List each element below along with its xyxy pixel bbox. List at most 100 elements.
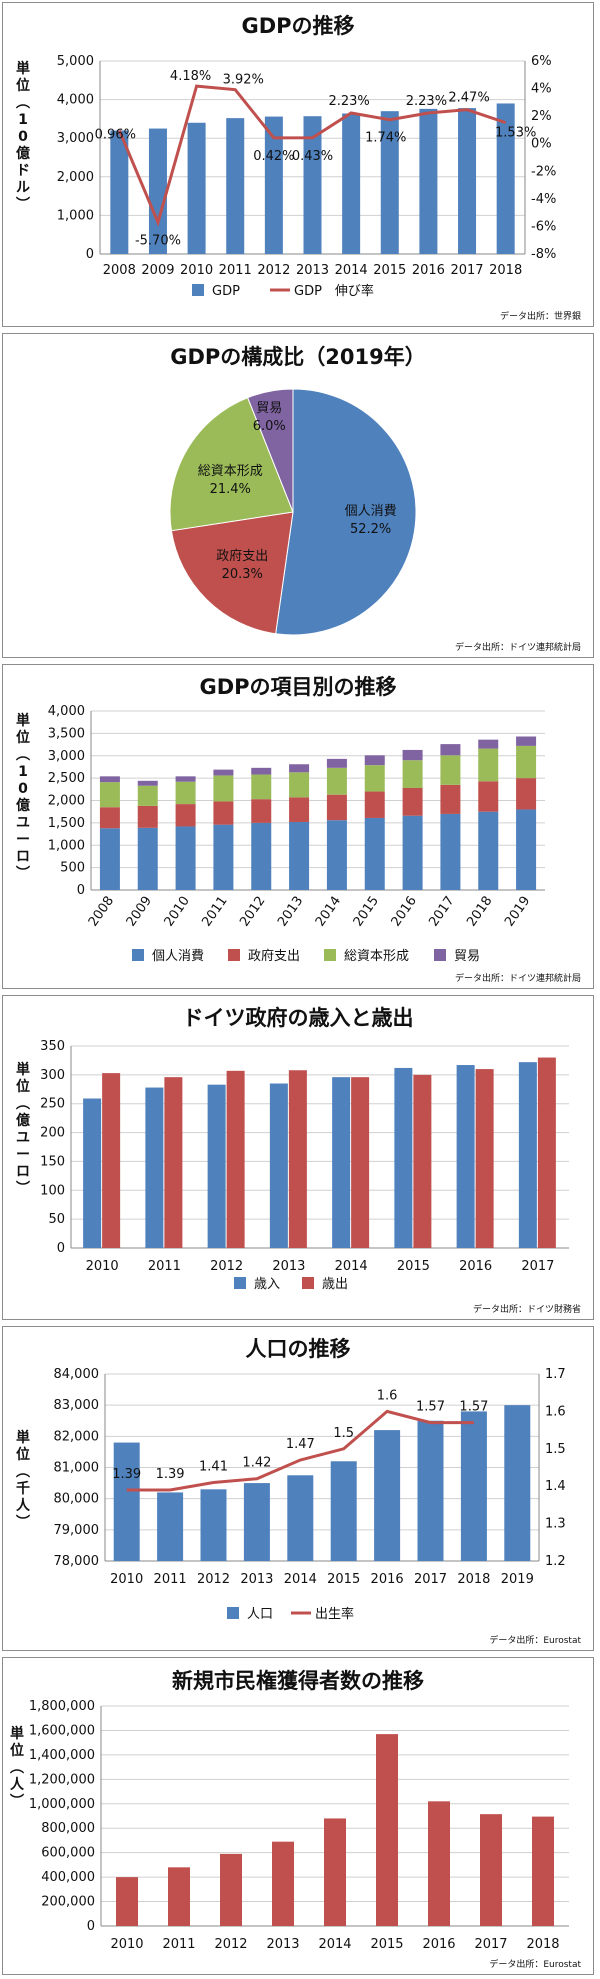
x-tick-label: 2017: [474, 1937, 507, 1952]
legend-swatch: [228, 949, 240, 961]
x-tick-label: 2010: [162, 894, 193, 930]
stacked-bar-segment: [440, 813, 461, 890]
birth-rate-data-label: 1.47: [286, 1437, 315, 1452]
y-tick-label: 350: [40, 1039, 65, 1054]
y-tick-label: 100: [40, 1183, 65, 1198]
budget-bar: [102, 1073, 121, 1248]
x-tick-label: 2017: [426, 894, 457, 930]
citizenship-bar: [272, 1841, 294, 1926]
y-tick-label: 78,000: [54, 1554, 100, 1569]
y-tick-label: 2,000: [57, 170, 94, 185]
x-tick-label: 2012: [197, 1572, 230, 1587]
gdp-bar: [148, 128, 167, 254]
pie-slice-value: 6.0%: [253, 419, 286, 434]
x-tick-label: 2009: [141, 263, 174, 278]
y2-tick-label: 1.6: [545, 1404, 566, 1419]
y2-tick-label: -8%: [531, 247, 556, 262]
gdp-bar: [496, 103, 515, 255]
y-axis-label: 単位︵千人︶: [15, 1429, 31, 1531]
svg-text:単: 単: [16, 1061, 30, 1078]
svg-text:位: 位: [10, 1742, 24, 1759]
composition-chart-panel: GDPの構成比（2019年） データ出所：ドイツ連邦統計局 個人消費 52.2% 政…: [2, 333, 594, 658]
svg-text:位: 位: [16, 1446, 30, 1463]
budget-bar: [351, 1077, 370, 1248]
growth-data-label: 0.42%: [253, 149, 294, 164]
svg-text:0: 0: [18, 781, 28, 797]
svg-text:ド: ド: [16, 163, 30, 179]
svg-text:位: 位: [16, 1078, 30, 1095]
pie-slice: [169, 397, 294, 532]
svg-text:ロ: ロ: [16, 1164, 30, 1180]
legend-label: 個人消費: [152, 949, 204, 964]
stacked-bar-segment: [99, 828, 120, 890]
y-tick-label: 1,000: [57, 208, 94, 223]
y-tick-label: 1,400,000: [29, 1748, 95, 1763]
growth-data-label: 4.18%: [170, 69, 211, 84]
budget-bar: [537, 1057, 556, 1248]
legend-label: 人口: [247, 1607, 273, 1622]
source-note: データ出所：Eurostat: [489, 1634, 581, 1646]
population-bar: [374, 1430, 401, 1561]
y-tick-label: 500: [60, 861, 85, 876]
citizenship-chart: 新規市民権獲得者数の推移 データ出所：Eurostat 0 200,000 400,…: [9, 1669, 581, 1970]
stacked-bar-segment: [478, 739, 499, 749]
x-tick-label: 2008: [86, 894, 117, 930]
population-bar: [330, 1461, 357, 1561]
y-tick-label: 0: [87, 1919, 95, 1934]
growth-data-label: 0.96%: [95, 127, 136, 142]
svg-text:人: 人: [16, 1497, 31, 1514]
y-tick-label: 1,000: [48, 838, 85, 853]
stacked-bar-segment: [516, 736, 537, 746]
stacked-bar-segment: [99, 776, 120, 783]
stacked-bar-segment: [289, 772, 310, 798]
y-tick-label: 4,000: [57, 93, 94, 108]
svg-text:︶: ︶: [15, 1514, 30, 1531]
y-axis-label: 単位︵人︶: [9, 1725, 25, 1810]
x-tick-label: 2011: [148, 1259, 181, 1274]
gdp-bar: [342, 113, 361, 254]
x-tick-label: 2009: [124, 894, 155, 930]
budget-chart: ドイツ政府の歳入と歳出 データ出所：ドイツ財務省 0 50 100 150 200 250…: [15, 1006, 581, 1315]
legend-label: GDP: [212, 284, 240, 299]
legend-swatch: [192, 284, 204, 296]
y-tick-label: 79,000: [54, 1523, 100, 1538]
y-tick-label: 84,000: [54, 1367, 100, 1382]
stacked-bar-segment: [251, 822, 272, 890]
gdp-bar: [264, 116, 283, 254]
legend-swatch: [234, 1277, 246, 1289]
x-tick-label: 2015: [373, 263, 406, 278]
birth-rate-data-label: 1.6: [377, 1388, 398, 1403]
citizenship-bar: [324, 1818, 346, 1926]
svg-text:人: 人: [10, 1776, 25, 1793]
stacked-bar-segment: [364, 817, 385, 890]
y-tick-label: 1,000,000: [29, 1797, 95, 1812]
citizenship-bar: [480, 1814, 502, 1926]
legend-label: 総資本形成: [344, 949, 409, 964]
svg-text:億: 億: [16, 797, 30, 814]
svg-text:︵: ︵: [9, 1760, 24, 1776]
x-tick-label: 2015: [351, 894, 382, 930]
stacked-bar-segment: [175, 781, 196, 805]
budget-chart-panel: ドイツ政府の歳入と歳出 データ出所：ドイツ財務省 0 50 100 150 200 250…: [2, 995, 594, 1320]
x-tick-label: 2016: [459, 1259, 492, 1274]
stacked-bar-segment: [137, 785, 158, 806]
svg-text:︶: ︶: [15, 196, 30, 213]
citizenship-bar: [116, 1877, 138, 1926]
gdp-bar: [419, 108, 438, 254]
x-tick-label: 2012: [214, 1937, 247, 1952]
stacked-bar-segment: [175, 776, 196, 782]
chart-title: GDPの項目別の推移: [199, 675, 396, 699]
y-tick-label: 5,000: [57, 54, 94, 69]
y2-tick-label: 0%: [531, 137, 552, 152]
pie-slice-label: 総資本形成: [198, 464, 263, 479]
x-tick-label: 2010: [110, 1572, 143, 1587]
population-bar: [287, 1475, 314, 1561]
stacked-bar-segment: [402, 815, 423, 890]
stacked-bar-segment: [175, 826, 196, 890]
x-tick-label: 2011: [162, 1937, 195, 1952]
budget-bar: [394, 1067, 413, 1248]
gdp-chart-panel: GDPの推移 データ出所：世界銀 0 1,000 2,000 3,000 4,000 5,…: [2, 2, 594, 327]
stacked-bar-segment: [516, 778, 537, 810]
items-chart-panel: GDPの項目別の推移 データ出所：ドイツ連邦統計局 0 500 1,000 1,500…: [2, 664, 594, 989]
y-tick-label: 2,000: [48, 794, 85, 809]
